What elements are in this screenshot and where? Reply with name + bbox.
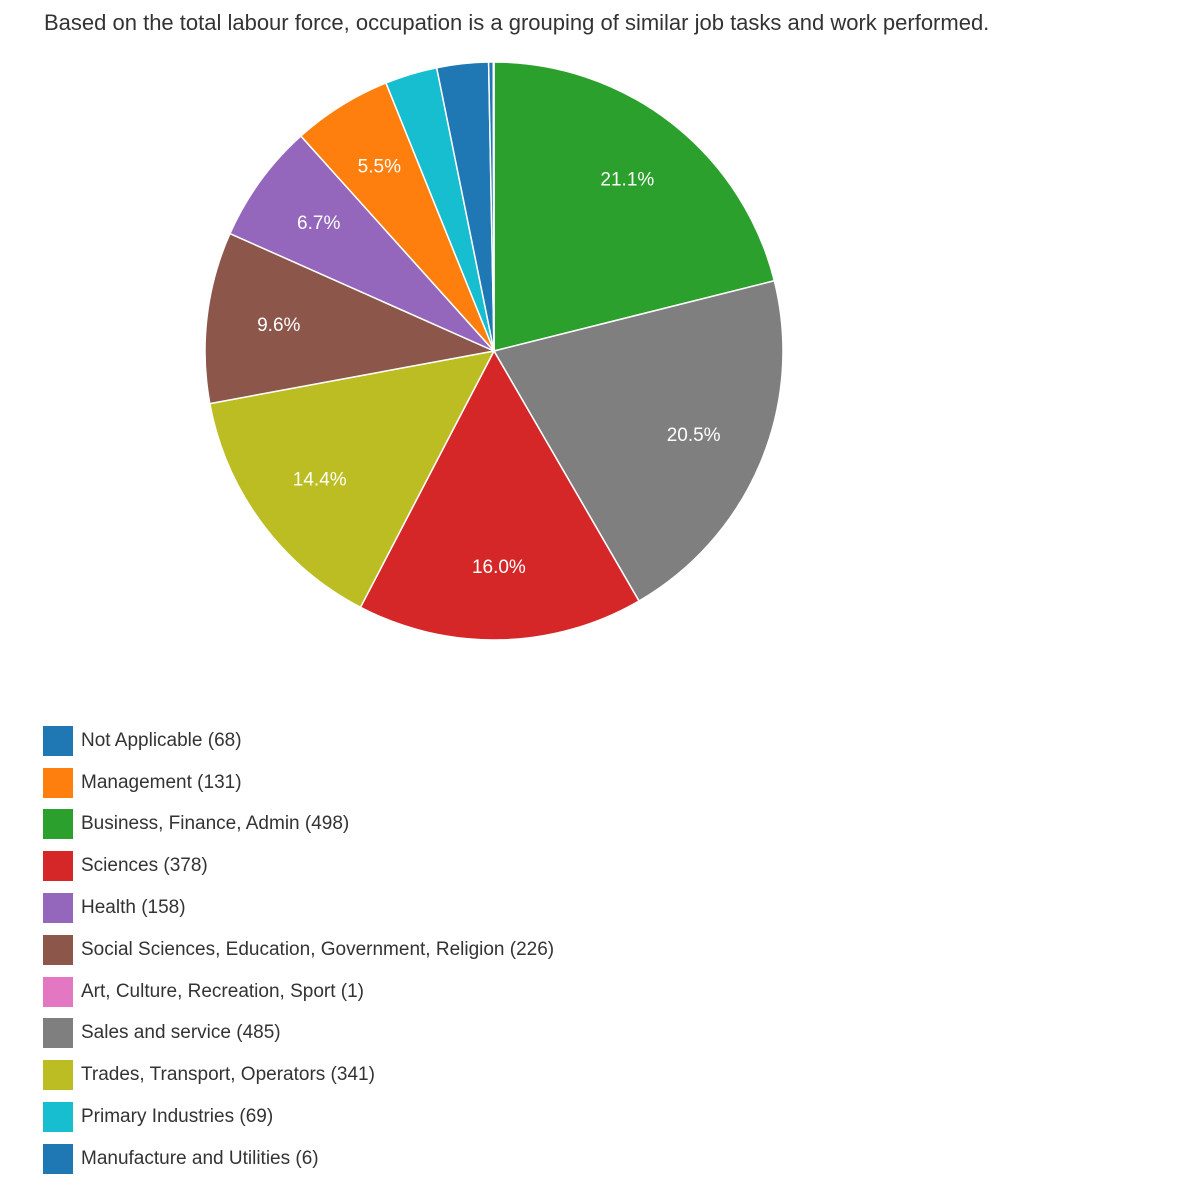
legend-swatch	[43, 1018, 73, 1049]
legend-swatch	[43, 725, 73, 756]
pie-label-health: 6.7%	[297, 213, 340, 234]
chart-legend: Not Applicable (68) Management (131) Busin…	[43, 720, 554, 1180]
pie-label-sales-and-service: 20.5%	[667, 425, 721, 446]
pie-slice-business-finance-admin	[493, 61, 776, 352]
legend-swatch	[43, 1060, 73, 1091]
pie-label-sciences: 16.0%	[472, 557, 526, 578]
legend-item-manufacture-and-utilities[interactable]: Manufacture and Utilities (6)	[43, 1138, 554, 1180]
legend-label: Manufacture and Utilities (6)	[81, 1147, 319, 1169]
legend-swatch	[43, 934, 73, 965]
legend-item-art-culture-recreation-sport[interactable]: Art, Culture, Recreation, Sport (1)	[43, 971, 554, 1013]
pie-label-management: 5.5%	[358, 157, 401, 178]
legend-label: Sales and service (485)	[81, 1022, 281, 1044]
chart-caption: Based on the total labour force, occupat…	[44, 10, 990, 35]
legend-swatch	[43, 1143, 73, 1174]
legend-item-social-sciences-education-government-religion[interactable]: Social Sciences, Education, Government, …	[43, 929, 554, 971]
legend-label: Sciences (378)	[81, 855, 208, 877]
legend-swatch	[43, 809, 73, 840]
legend-label: Social Sciences, Education, Government, …	[81, 938, 555, 960]
pie-slice-sales-and-service	[492, 279, 784, 603]
legend-label: Trades, Transport, Operators (341)	[81, 1064, 375, 1086]
legend-item-health[interactable]: Health (158)	[43, 887, 554, 929]
pie-slice-trades-transport-operators	[208, 349, 496, 609]
legend-item-sales-and-service[interactable]: Sales and service (485)	[43, 1013, 554, 1055]
pie-label-business-finance-admin: 21.1%	[600, 170, 654, 191]
legend-item-not-applicable[interactable]: Not Applicable (68)	[43, 720, 554, 762]
legend-label: Management (131)	[81, 771, 242, 793]
legend-label: Art, Culture, Recreation, Sport (1)	[81, 980, 364, 1002]
legend-item-business-finance-admin[interactable]: Business, Finance, Admin (498)	[43, 804, 554, 846]
pie-chart: 21.1% 20.5% 16.0% 14.4% 9.6% 6.7% 5.5%	[204, 61, 784, 641]
legend-swatch	[43, 1102, 73, 1133]
legend-label: Primary Industries (69)	[81, 1106, 274, 1128]
legend-label: Health (158)	[81, 897, 186, 919]
legend-swatch	[43, 767, 73, 798]
pie-label-trades-transport-operators: 14.4%	[293, 469, 347, 490]
legend-item-primary-industries[interactable]: Primary Industries (69)	[43, 1096, 554, 1138]
pie-slice-art-culture-recreation-sport	[492, 61, 495, 352]
legend-label: Business, Finance, Admin (498)	[81, 813, 350, 835]
legend-swatch	[43, 893, 73, 924]
legend-swatch	[43, 976, 73, 1007]
pie-slice-social-sciences-education-government-religion	[204, 232, 497, 405]
legend-swatch	[43, 851, 73, 882]
legend-label: Not Applicable (68)	[81, 729, 242, 751]
pie-slice-sciences	[359, 349, 641, 641]
legend-item-sciences[interactable]: Sciences (378)	[43, 845, 554, 887]
legend-item-trades-transport-operators[interactable]: Trades, Transport, Operators (341)	[43, 1054, 554, 1096]
pie-label-social-sciences-education-government-religion: 9.6%	[257, 315, 300, 336]
legend-item-management[interactable]: Management (131)	[43, 762, 554, 804]
pie-slice-health	[228, 134, 495, 352]
